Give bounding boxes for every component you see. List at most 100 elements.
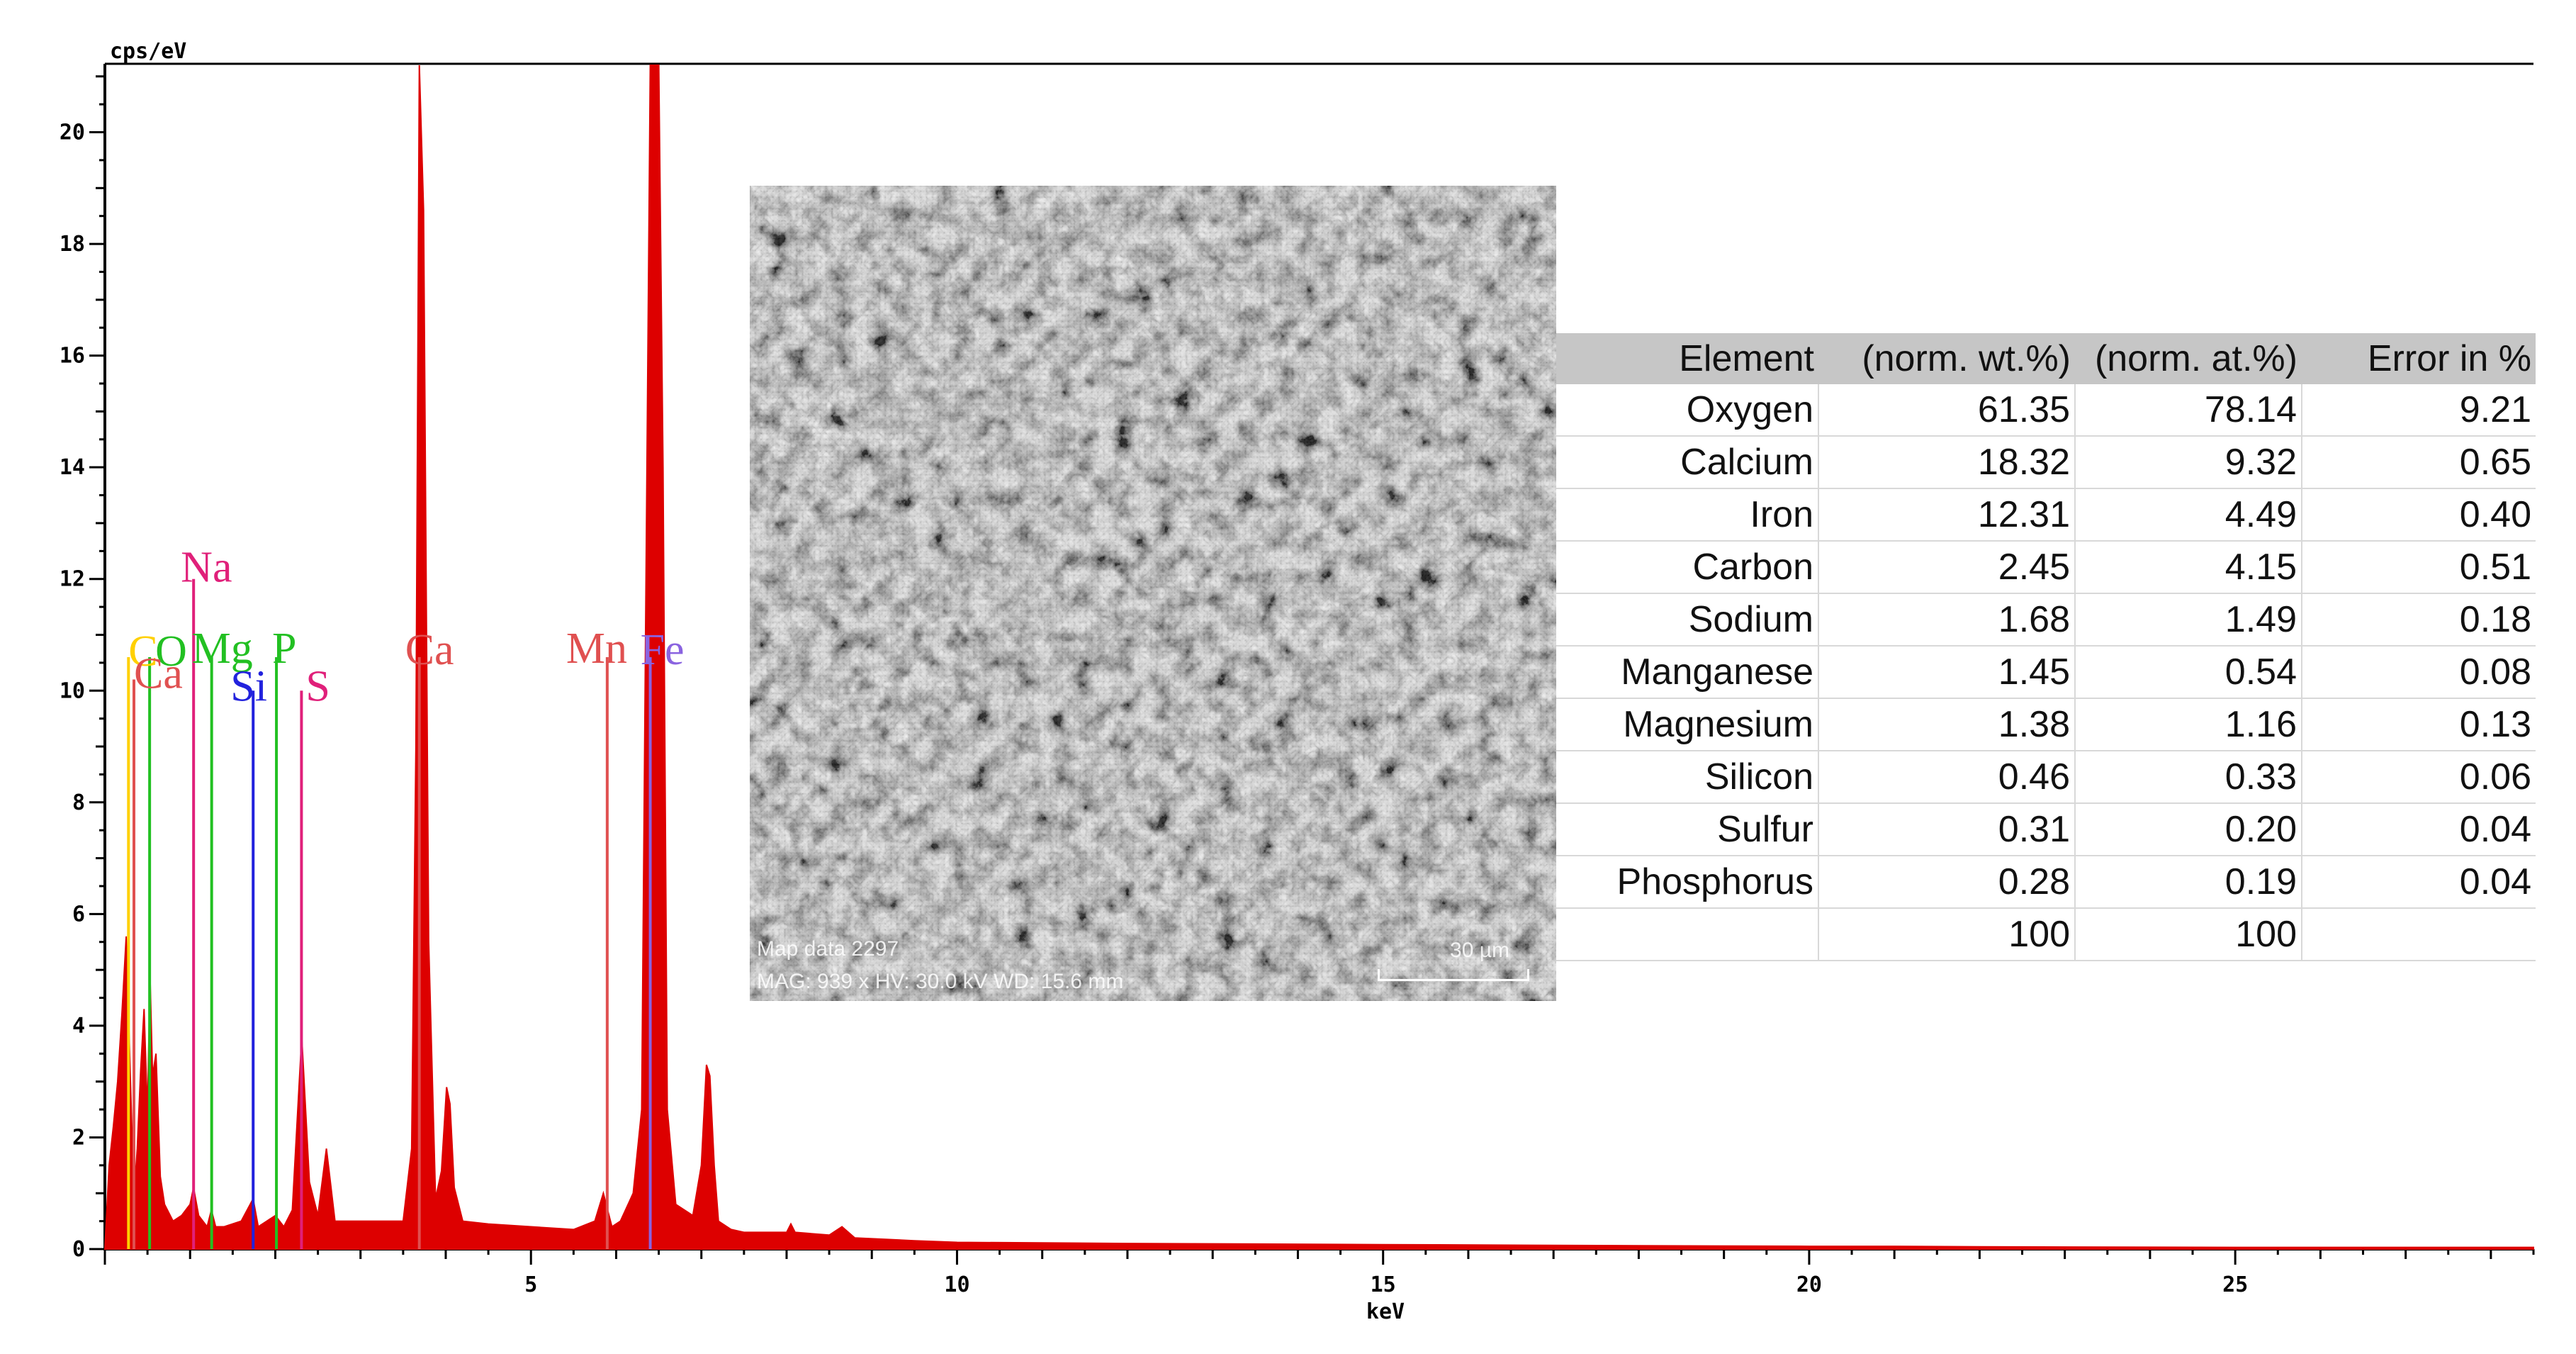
table-cell: Sulfur [1556,803,1819,856]
element-label-o: O [155,627,187,676]
table-cell: 0.04 [2302,803,2536,856]
x-tick-label: 20 [1796,1272,1822,1297]
spectrum-series [103,65,2534,1250]
sem-scale-label: 30 µm [1450,939,1509,962]
table-cell: 0.33 [2075,751,2302,804]
x-tick-label: 5 [524,1272,537,1297]
table-cell: 0.46 [1818,751,2076,804]
table-row: Sulfur 0.31 0.20 0.04 [1556,803,2536,856]
element-label-fe: Fe [641,626,685,674]
table-cell: Silicon [1556,751,1819,804]
table-cell: 18.32 [1818,436,2076,489]
table-cell: Iron [1556,488,1819,542]
table-cell: 0.31 [1818,803,2076,856]
table-cell: 4.49 [2075,488,2302,542]
table-cell: 1.45 [1818,646,2076,699]
element-label-si: Si [230,662,267,710]
element-label-ca: Ca [134,650,183,698]
composition-table: Element (norm. wt.%) (norm. at.%) Error … [1556,333,2536,961]
table-body: Oxygen 61.35 78.14 9.21 Calcium 18.32 9.32 0.65… [1556,384,2536,961]
table-cell: Carbon [1556,541,1819,594]
y-tick-label: 16 [60,344,85,369]
element-label-p: P [272,625,296,673]
table-row: Oxygen 61.35 78.14 9.21 [1556,384,2536,437]
table-cell: 2.45 [1818,541,2076,594]
y-tick-label: 10 [60,678,85,703]
table-cell: 0.28 [1818,856,2076,909]
x-axis-unit-label: keV [1366,1299,1405,1324]
table-cell: 4.15 [2075,541,2302,594]
y-tick-label: 18 [60,232,85,257]
table-totals-row: 100 100 [1556,908,2536,961]
sem-micrograph-inset: Map data 2297 MAG: 939 x HV: 30.0 kV WD:… [750,186,1556,1001]
table-cell: 0.65 [2302,436,2536,489]
table-row: Iron 12.31 4.49 0.40 [1556,488,2536,542]
table-row: Carbon 2.45 4.15 0.51 [1556,541,2536,594]
element-label-na: Na [181,544,232,592]
table-row: Silicon 0.46 0.33 0.06 [1556,751,2536,804]
table-row: Phosphorus 0.28 0.19 0.04 [1556,856,2536,909]
element-label-mn: Mn [566,625,627,673]
sem-caption-parameters: MAG: 939 x HV: 30.0 kV WD: 15.6 mm [757,970,1124,993]
y-tick-label: 8 [72,790,85,815]
table-cell: Magnesium [1556,698,1819,751]
element-marker-lines [127,578,652,1249]
table-cell: 0.54 [2075,646,2302,699]
table-cell: 9.32 [2075,436,2302,489]
y-tick-label: 12 [60,567,85,592]
element-label-ca: Ca [405,626,454,674]
table-cell: Sodium [1556,593,1819,647]
table-cell: 0.13 [2302,698,2536,751]
table-cell: Calcium [1556,436,1819,489]
table-cell: 9.21 [2302,384,2536,437]
sem-scale-bar [1378,969,1529,981]
table-cell: 0.04 [2302,856,2536,909]
spectrum-area [103,65,2534,1250]
header-wt-percent: (norm. wt.%) [1862,338,2071,379]
table-cell: 0.06 [2302,751,2536,804]
table-total-cell [2302,908,2536,961]
table-cell: 0.19 [2075,856,2302,909]
table-cell: 0.40 [2302,488,2536,542]
header-at-percent: (norm. at.%) [2094,338,2297,379]
table-cell: 0.18 [2302,593,2536,647]
y-tick-label: 14 [60,455,85,480]
y-axis-unit-label: cps/eV [110,39,186,64]
element-label-s: S [305,662,330,710]
table-row: Calcium 18.32 9.32 0.65 [1556,436,2536,489]
element-label-mg: Mg [192,625,253,673]
y-tick-label: 4 [72,1014,85,1039]
table-total-cell: 100 [2075,908,2302,961]
y-tick-label: 20 [60,121,85,145]
table-cell: 0.08 [2302,646,2536,699]
table-header-row: Element (norm. wt.%) (norm. at.%) Error … [1556,333,2536,384]
table-row: Sodium 1.68 1.49 0.18 [1556,593,2536,647]
table-cell: 12.31 [1818,488,2076,542]
table-total-cell [1556,908,1819,961]
table-cell: 61.35 [1818,384,2076,437]
sem-micrograph-image [750,186,1556,1001]
table-cell: 1.16 [2075,698,2302,751]
table-cell: 1.68 [1818,593,2076,647]
element-label-c: C [128,627,157,676]
header-error: Error in % [2367,338,2531,379]
y-tick-label: 2 [72,1125,85,1150]
table-cell: 1.49 [2075,593,2302,647]
table-cell: Phosphorus [1556,856,1819,909]
table-row: Manganese 1.45 0.54 0.08 [1556,646,2536,699]
header-element: Element [1679,338,1814,379]
table-cell: 0.51 [2302,541,2536,594]
y-tick-label: 6 [72,902,85,927]
table-cell: Manganese [1556,646,1819,699]
table-cell: 1.38 [1818,698,2076,751]
x-tick-label: 10 [944,1272,969,1297]
sem-caption-map-data: Map data 2297 [757,937,899,961]
x-tick-label: 25 [2222,1272,2248,1297]
table-cell: Oxygen [1556,384,1819,437]
table-cell: 0.20 [2075,803,2302,856]
table-total-cell: 100 [1818,908,2076,961]
y-tick-label: 0 [72,1237,85,1262]
